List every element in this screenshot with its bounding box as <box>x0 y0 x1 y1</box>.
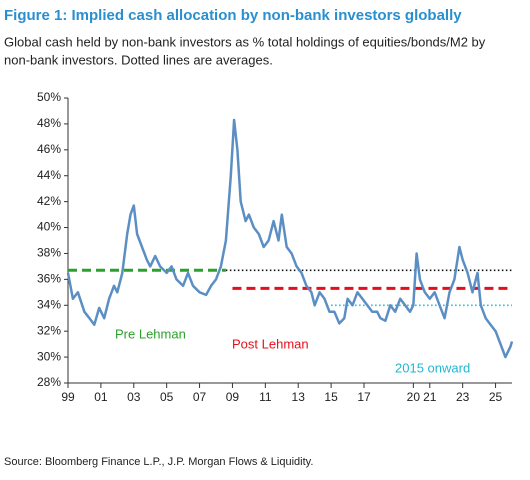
x-tick-label: 17 <box>357 390 371 404</box>
chart-subtitle: non-bank investors. Dotted lines are ave… <box>4 52 273 67</box>
y-tick-label: 50% <box>37 90 61 104</box>
y-tick-label: 46% <box>37 142 61 156</box>
average-label: Pre Lehman <box>115 326 186 341</box>
average-label: 2015 onward <box>395 360 470 375</box>
x-tick-label: 15 <box>324 390 338 404</box>
y-tick-label: 36% <box>37 272 61 286</box>
x-tick-label: 21 <box>423 390 437 404</box>
y-tick-label: 38% <box>37 246 61 260</box>
y-tick-label: 28% <box>37 375 61 389</box>
average-label: Post Lehman <box>232 336 309 351</box>
x-tick-label: 25 <box>489 390 503 404</box>
x-tick-label: 23 <box>456 390 470 404</box>
x-tick-label: 05 <box>160 390 174 404</box>
y-tick-label: 48% <box>37 116 61 130</box>
x-tick-label: 99 <box>61 390 75 404</box>
y-tick-label: 30% <box>37 349 61 363</box>
chart-subtitle: Global cash held by non-bank investors a… <box>4 34 486 49</box>
data-line <box>66 118 514 359</box>
y-tick-label: 34% <box>37 297 61 311</box>
x-tick-label: 03 <box>127 390 141 404</box>
x-tick-label: 09 <box>226 390 240 404</box>
x-tick-label: 20 <box>407 390 421 404</box>
x-tick-label: 01 <box>94 390 108 404</box>
x-tick-label: 07 <box>193 390 207 404</box>
source-note: Source: Bloomberg Finance L.P., J.P. Mor… <box>4 456 313 468</box>
chart-title: Figure 1: Implied cash allocation by non… <box>4 7 462 24</box>
y-tick-label: 32% <box>37 323 61 337</box>
x-tick-label: 13 <box>292 390 306 404</box>
x-tick-label: 11 <box>259 390 272 404</box>
y-tick-label: 40% <box>37 220 61 234</box>
y-tick-label: 42% <box>37 194 61 208</box>
y-tick-label: 44% <box>37 168 61 182</box>
